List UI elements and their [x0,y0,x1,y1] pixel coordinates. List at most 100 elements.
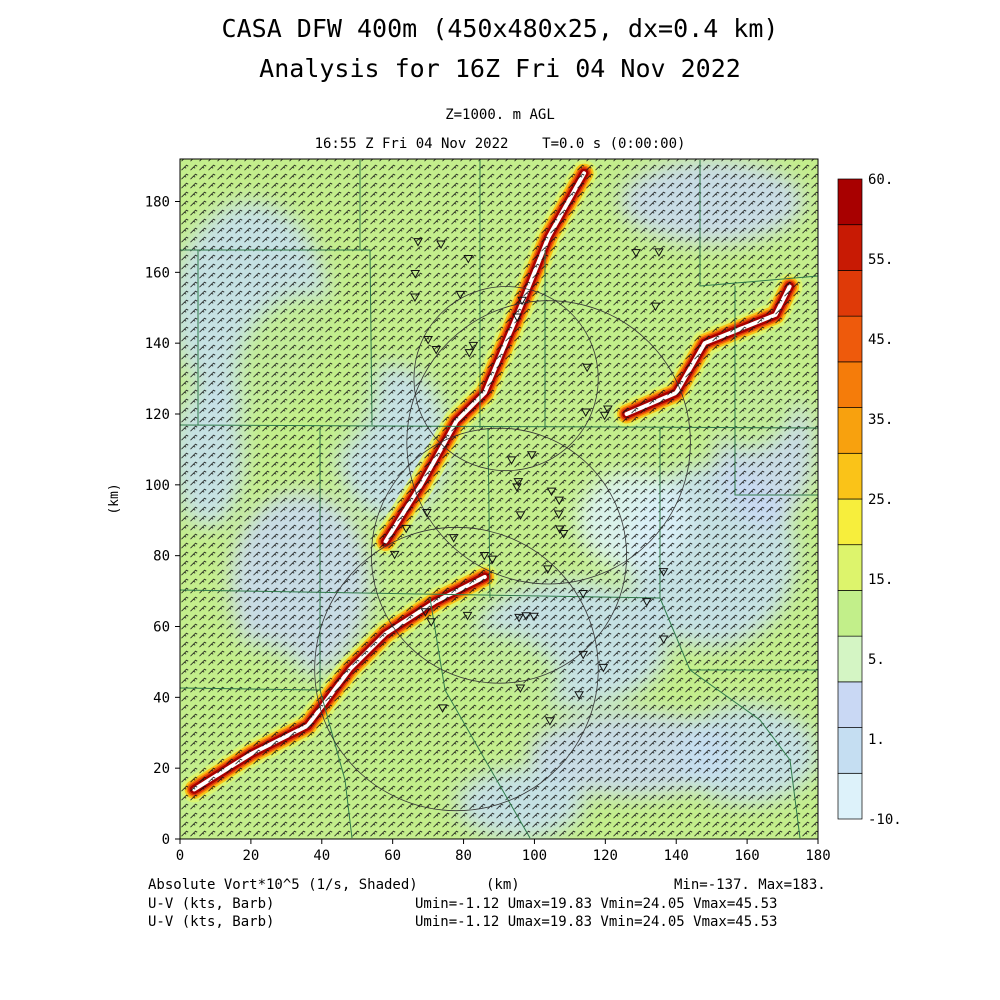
radar-site-icon [558,530,569,539]
radar-site-icon [631,249,641,258]
colorbar-swatch [837,590,863,637]
radar-site-icon [436,240,446,250]
radar-site-icon [658,568,669,577]
colorbar-label: 25. [868,492,893,508]
radar-site-icon [437,704,448,713]
radar-site-icon [554,525,565,535]
radar-site-icon [462,611,473,621]
radar-site-icon [448,534,459,543]
radar-site-icon [512,313,522,323]
radar-site-icon [545,717,555,726]
colorbar-swatch [837,407,863,454]
chart-title: CASA DFW 400m (450x480x25, dx=0.4 km) [221,14,779,43]
county-line [180,687,353,839]
colorbar-swatch [837,361,863,408]
x-tick-label: 160 [734,848,759,864]
y-tick-label: 120 [145,407,170,423]
plot-frame [179,158,819,840]
radar-range-rings [314,286,691,812]
y-axis: 0 20 40 60 80 100 120 140 160 180 [145,195,180,848]
radar-site-icon [654,248,664,257]
x-axis-unit: (km) [486,877,520,893]
colorbar-swatch [837,772,863,820]
x-tick-label: 80 [455,848,472,864]
y-tick-label: 100 [145,478,170,494]
colorbar-label: -10. [868,812,902,828]
radar-site-icon [506,456,517,465]
radar-site-icon [658,635,669,644]
county-line [180,424,818,429]
colorbar-swatch [837,178,863,226]
colorbar-swatch [837,681,863,728]
radar-site-icon [515,684,526,694]
colorbar-label: 45. [868,332,893,348]
radar-site-icon [426,618,437,627]
x-tick-label: 40 [313,848,330,864]
radar-site-icon [413,238,423,247]
radar-site-markers [389,238,669,726]
colorbar: 60. 55. 45. 35. 25. 15. 5. 1. -10. [837,172,902,828]
x-tick-label: 20 [242,848,259,864]
radar-site-icon [526,451,537,460]
y-tick-label: 180 [145,195,170,211]
radar-site-icon [487,555,498,565]
colorbar-swatch [837,270,863,317]
radar-site-icon [578,590,589,599]
wind-barbs-field [180,159,818,839]
radar-site-icon [517,296,527,306]
county-boundaries [180,160,818,839]
county-line [359,160,373,426]
radar-site-icon [542,565,553,574]
radar-site-icon [463,255,474,264]
radar-site-icon [599,411,610,421]
county-line [487,427,491,599]
county-line [699,160,818,287]
y-tick-label: 80 [153,549,170,565]
x-tick-label: 0 [176,848,184,864]
radar-site-icon [401,524,412,534]
radar-site-icon [410,293,420,302]
radar-site-icon [410,269,421,279]
barb2-label: U-V (kts, Barb) [148,914,275,930]
radar-site-icon [479,551,490,561]
barb1-stats: Umin=-1.12 Umax=19.83 Vmin=24.05 Vmax=45… [415,896,778,912]
radar-site-icon [468,341,479,351]
radar-site-icon [602,405,613,415]
county-line [659,428,818,671]
radar-site-icon [598,663,609,673]
county-line [734,286,818,496]
colorbar-swatch [837,727,863,774]
radar-site-icon [553,510,564,520]
radar-site-icon [420,608,431,617]
x-tick-label: 120 [593,848,618,864]
y-tick-label: 40 [153,690,170,706]
radar-site-icon [582,363,593,373]
colorbar-label: 55. [868,252,893,268]
chart-subtitle: Analysis for 16Z Fri 04 Nov 2022 [259,54,741,83]
x-tick-label: 140 [664,848,689,864]
x-tick-label: 60 [384,848,401,864]
y-axis-label: (km) [107,483,122,514]
y-tick-label: 60 [153,620,170,636]
radar-site-icon [641,598,652,607]
y-tick-label: 0 [162,832,170,848]
county-line [429,597,531,839]
radar-site-icon [574,691,584,700]
field-label: Absolute Vort*10^5 (1/s, Shaded) [148,877,418,893]
colorbar-swatch [837,498,863,546]
minmax-label: Min=-137. Max=183. [674,877,826,893]
radar-site-icon [513,478,524,487]
colorbar-swatch [837,452,863,500]
radar-site-icon [423,335,434,345]
radar-site-icon [422,508,432,518]
colorbar-swatch [837,224,863,271]
radar-site-icon [389,550,400,560]
radar-site-icon [578,650,589,660]
county-line [689,669,801,839]
radar-site-icon [554,496,565,506]
colorbar-label: 5. [868,652,885,668]
range-ring [314,526,599,812]
radar-site-icon [546,487,557,497]
y-tick-label: 140 [145,336,170,352]
